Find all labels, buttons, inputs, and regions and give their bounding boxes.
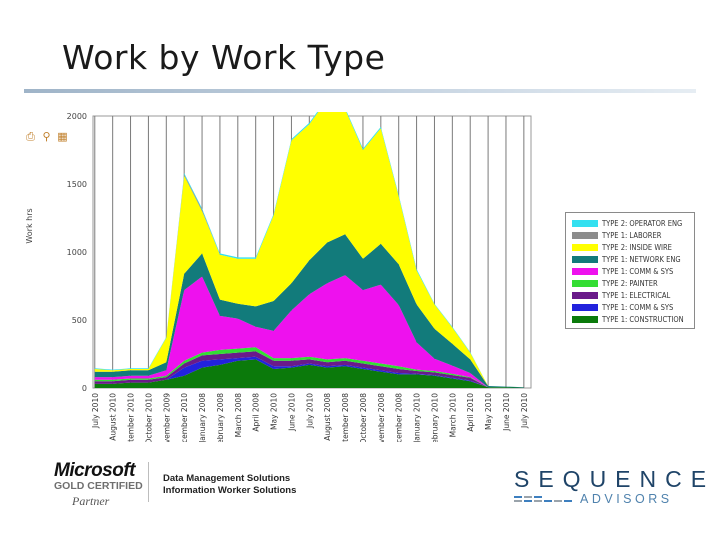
x-tick-label: August 2008 (323, 393, 332, 441)
y-tick-label: 0 (82, 384, 87, 393)
y-tick-label: 1500 (67, 180, 87, 189)
x-tick-label: January 2010 (413, 393, 422, 442)
legend-entry: TYPE 2: OPERATOR ENG (572, 218, 682, 228)
legend-label: TYPE 1: CONSTRUCTION (602, 314, 684, 324)
legend-entry: TYPE 2: PAINTER (572, 278, 658, 288)
sequence-logo-bars (514, 496, 572, 502)
x-tick-label: October 2008 (359, 393, 368, 442)
x-tick-label: March 2008 (234, 393, 243, 438)
chart-toolbar: ⎙ ⚲ ▦ (24, 131, 69, 143)
logo-bar (524, 496, 532, 498)
x-tick-label: January 2008 (198, 393, 207, 442)
slide-title: Work by Work Type (62, 38, 386, 77)
series-area (94, 356, 524, 388)
x-tick-label: November 2008 (377, 393, 386, 442)
legend-swatch (572, 255, 598, 263)
sequence-brand-name: SEQUENCE (514, 466, 716, 492)
print-icon[interactable]: ⎙ (26, 130, 35, 143)
competency-data-management: Data Management Solutions (163, 473, 291, 484)
x-tick-label: October 2010 (144, 393, 153, 442)
legend-label: TYPE 1: COMM & SYS (602, 302, 674, 312)
footer-divider (148, 462, 149, 502)
legend-swatch (572, 303, 598, 311)
sequence-brand-sub: ADVISORS (580, 492, 673, 506)
logo-bar (534, 500, 542, 502)
legend-label: TYPE 1: LABORER (602, 230, 662, 240)
legend-label: TYPE 2: PAINTER (602, 278, 658, 288)
x-tick-label: June 2010 (287, 393, 296, 432)
x-tick-label: June 2010 (502, 393, 511, 432)
y-tick-label: 2000 (67, 112, 87, 121)
legend-entry: TYPE 1: COMM & SYS (572, 302, 673, 312)
legend-label: TYPE 2: INSIDE WIRE (602, 242, 672, 252)
microsoft-logo: Microsoft (54, 460, 136, 481)
legend-label: TYPE 1: COMM & SYS (602, 266, 674, 276)
x-tick-label: July 2010 (91, 393, 100, 429)
y-axis-label: Work hrs (25, 208, 34, 243)
legend-swatch (572, 219, 598, 227)
series-area (94, 351, 524, 388)
legend-swatch (572, 291, 598, 299)
legend-swatch (572, 243, 598, 251)
gold-certified-label: GOLD CERTIFIED (54, 480, 143, 492)
x-tick-label: September 2008 (341, 393, 350, 442)
legend-label: TYPE 1: NETWORK ENG (602, 254, 681, 264)
x-tick-label: July 2010 (305, 393, 314, 429)
series-area (94, 234, 524, 388)
competency-information-worker: Information Worker Solutions (163, 485, 297, 496)
x-tick-label: February 2008 (216, 393, 225, 442)
y-tick-label: 500 (72, 316, 87, 325)
legend-entry: TYPE 2: INSIDE WIRE (572, 242, 672, 252)
x-tick-label: July 2010 (520, 393, 529, 429)
export-icon[interactable]: ▦ (57, 130, 68, 143)
legend-entry: TYPE 1: CONSTRUCTION (572, 314, 684, 324)
series-area (94, 112, 524, 388)
logo-bar (524, 500, 532, 502)
legend-swatch (572, 231, 598, 239)
x-tick-label: December 2008 (395, 393, 404, 442)
legend-swatch (572, 267, 598, 275)
legend-label: TYPE 2: OPERATOR ENG (602, 218, 683, 228)
chart-legend: TYPE 2: OPERATOR ENG TYPE 1: LABORER TYPE … (565, 212, 695, 329)
legend-swatch (572, 279, 598, 287)
zoom-icon[interactable]: ⚲ (42, 130, 51, 143)
x-tick-label: December 2010 (180, 393, 189, 442)
series-area (94, 359, 524, 388)
legend-entry: TYPE 1: NETWORK ENG (572, 254, 681, 264)
partner-label: Partner (72, 494, 110, 508)
logo-bar (514, 496, 522, 498)
x-tick-label: May 2010 (484, 393, 493, 430)
x-tick-label: November 2009 (162, 393, 171, 442)
x-tick-label: April 2008 (252, 393, 261, 432)
logo-bar (564, 500, 572, 502)
legend-entry: TYPE 1: COMM & SYS (572, 266, 673, 276)
logo-bar (544, 500, 552, 502)
y-tick-label: 1000 (67, 248, 87, 257)
x-tick-label: September 2010 (127, 393, 136, 442)
legend-entry: TYPE 1: LABORER (572, 230, 661, 240)
stacked-area-chart: 0 500 1000 1500 2000 Work hrs July 2010 August … (25, 112, 532, 442)
title-rule (24, 89, 696, 93)
x-tick-label: May 2010 (270, 393, 279, 430)
x-tick-label: August 2010 (109, 393, 118, 441)
x-tick-label: April 2010 (466, 393, 475, 432)
logo-bar (534, 496, 542, 498)
series-area (94, 275, 524, 388)
legend-entry: TYPE 1: ELECTRICAL (572, 290, 670, 300)
legend-swatch (572, 315, 598, 323)
logo-bar (554, 500, 562, 502)
x-tick-label: February 2010 (430, 393, 439, 442)
legend-label: TYPE 1: ELECTRICAL (602, 290, 671, 300)
logo-bar (514, 500, 522, 502)
x-tick-label: March 2010 (448, 393, 457, 438)
